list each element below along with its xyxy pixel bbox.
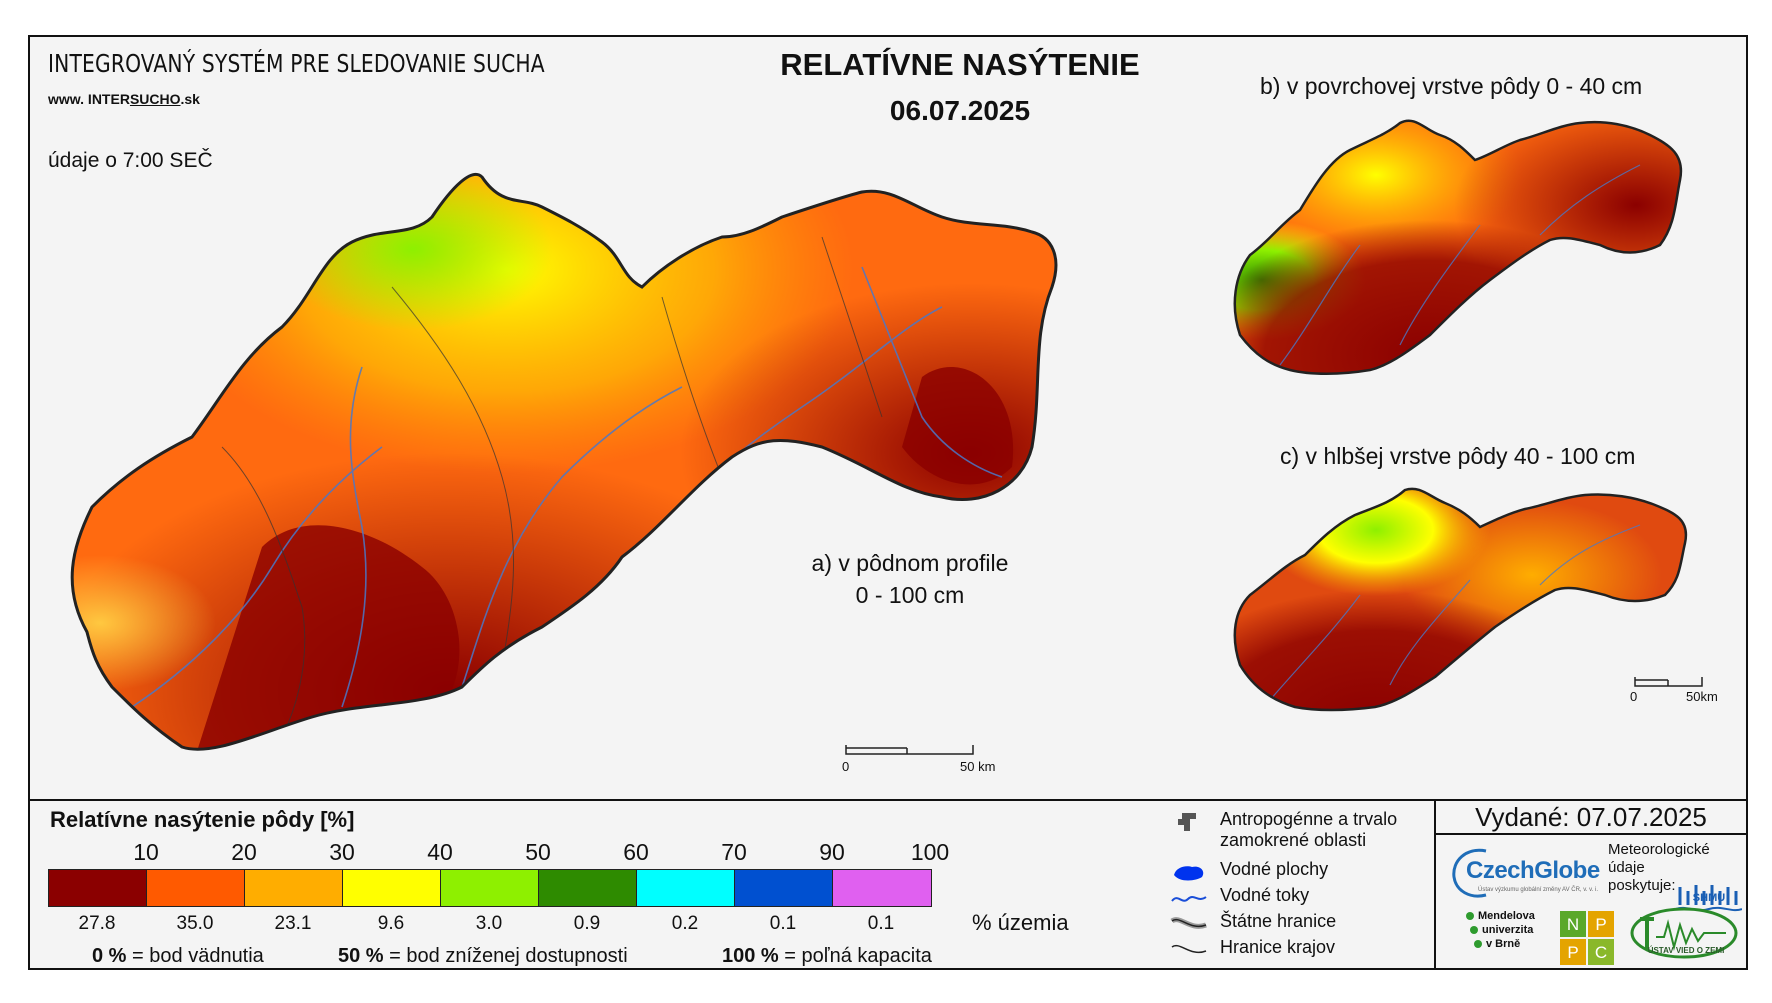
scale-bar-c [1634,675,1704,693]
nppc-logo[interactable]: N P P C [1560,911,1614,965]
meteo-provider-text: Meteorologické údaje poskytuje: [1608,841,1710,894]
legend-territory-percent: 0.1 [867,913,895,934]
scale-c-start: 0 [1630,689,1638,704]
svg-text:ÚSTAV VIED O ZEMI: ÚSTAV VIED O ZEMI [1648,946,1725,955]
state-border-icon [1170,917,1207,929]
svg-text:SHMU: SHMU [1693,892,1725,904]
earth-science-institute-logo[interactable]: ÚSTAV VIED O ZEMI [1628,905,1740,967]
map-c-deep-layer [1220,485,1740,785]
legend-tick-label: 100 [910,839,950,865]
map-c-label: c) v hlbšej vrstve pôdy 40 - 100 cm [1280,443,1636,469]
map-a-soil-profile [42,147,1202,827]
issued-date: Vydané: 07.07.2025 [1436,799,1746,835]
legend-color-cell [833,870,931,906]
legend-tick-label: 50 [525,839,551,865]
legend-color-cell [637,870,735,906]
legend-color-cell [539,870,637,906]
region-border-icon [1171,944,1207,954]
legend-territory-percent: 35.0 [176,913,214,934]
legend-color-bar [48,869,932,907]
legend-tick-label: 10 [133,839,159,865]
scale-c-end: 50km [1686,689,1718,704]
legend-territory-percent: 0.9 [573,913,601,934]
note-wilting-point: 0 % = bod vädnutia [92,945,264,967]
legend-color-cell [343,870,441,906]
legend-territory-percent: 0.1 [769,913,797,934]
mendel-university-logo[interactable]: Mendelova univerzita v Brně [1466,909,1535,951]
svg-text:N: N [1567,915,1579,934]
legend-territory-percent: 9.6 [377,913,405,934]
issued-panel: Vydané: 07.07.2025 CzechGlobe Ústav výzk… [1434,799,1746,970]
note-field-capacity: 100 % = poľná kapacita [722,945,932,967]
map-b-label: b) v povrchovej vrstve pôdy 0 - 40 cm [1260,73,1643,99]
map-a-label: a) v pôdnom profile 0 - 100 cm [811,550,1009,608]
legend-color-cell [49,870,147,906]
legend-color-cell [441,870,539,906]
legend-tick-label: 40 [427,839,453,865]
legend-territory-percent: 0.2 [671,913,699,934]
svg-text:P: P [1567,943,1578,962]
svg-text:P: P [1595,915,1606,934]
legend-tick-label: 60 [623,839,649,865]
water-stream-icon [1171,896,1207,902]
map-b-surface-layer [1220,115,1740,415]
legend-territory-percent: 27.8 [78,913,116,934]
legend-tick-label: 90 [819,839,845,865]
website-url[interactable]: www. INTERSUCHO.sk [48,91,200,107]
svg-text:C: C [1595,943,1607,962]
legend-color-cell [245,870,343,906]
note-reduced-availability: 50 % = bod zníženej dostupnosti [338,945,628,967]
shmu-logo[interactable]: SHMU [1675,881,1743,913]
water-area-icon [1174,866,1204,881]
page-title: RELATÍVNE NASÝTENIE [780,47,1140,82]
legend-color-cell [147,870,245,906]
scale-a-end: 50 km [960,759,996,774]
legend-tick-label: 30 [329,839,355,865]
map-date: 06.07.2025 [889,95,1031,126]
legend-tick-label: 70 [721,839,747,865]
scale-bar-a [845,743,975,761]
legend-territory-percent: 23.1 [274,913,312,934]
legend-separator [30,799,1746,801]
wetland-area-icon [1178,813,1196,831]
data-time-note: údaje o 7:00 SEČ [48,149,213,172]
legend-territory-percent: 3.0 [475,913,503,934]
legend-title: Relatívne nasýtenie pôdy [%] [50,807,355,832]
territory-unit: % územia [972,910,1069,935]
system-title: INTEGROVANÝ SYSTÉM PRE SLEDOVANIE SUCHA [48,49,545,78]
czechglobe-logo[interactable]: CzechGlobe Ústav výzkumu globální změny … [1448,843,1608,901]
map-frame: INTEGROVANÝ SYSTÉM PRE SLEDOVANIE SUCHA … [28,35,1748,970]
scale-a-start: 0 [842,759,850,774]
legend-color-cell [735,870,833,906]
legend-tick-label: 20 [231,839,257,865]
